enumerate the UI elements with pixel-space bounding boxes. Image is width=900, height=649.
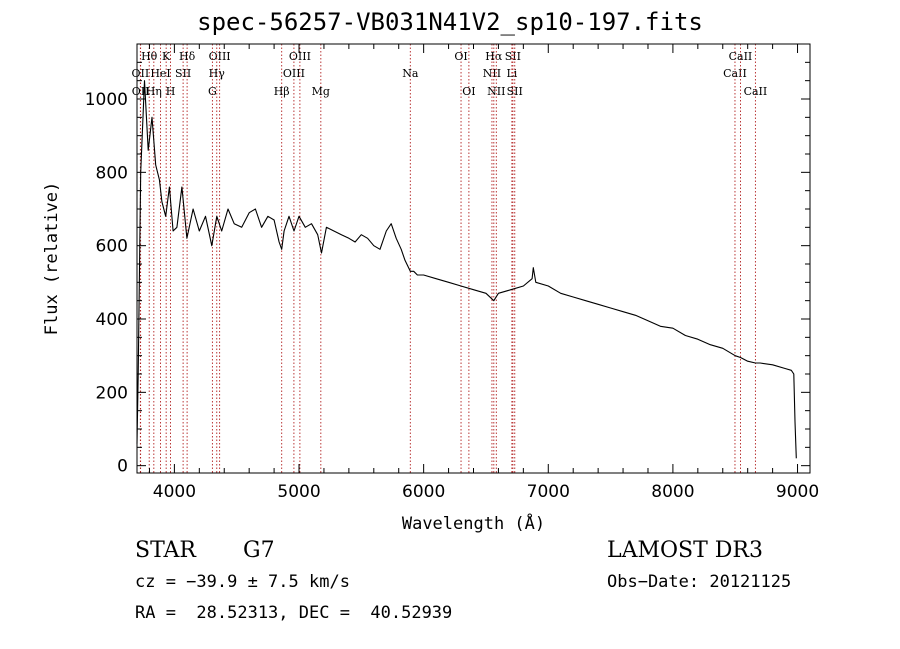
line-label: SII: [507, 85, 523, 98]
x-tick-label: 7000: [527, 482, 570, 502]
line-label: HeI: [150, 67, 170, 80]
line-label: Na: [402, 67, 419, 80]
line-label: K: [162, 50, 171, 63]
redshift-velocity: cz = −39.9 ± 7.5 km/s: [135, 572, 350, 592]
line-label: OI: [454, 50, 467, 63]
object-subclass: G7: [243, 538, 275, 563]
observation-date: Obs−Date: 20121125: [607, 572, 792, 592]
x-tick-label: 4000: [153, 482, 196, 502]
line-label: OIII: [289, 50, 311, 63]
line-label: SII: [505, 50, 521, 63]
line-label: CaII: [729, 50, 753, 63]
y-tick-label: 600: [96, 237, 128, 257]
x-axis-label: Wavelength (Å): [402, 512, 545, 534]
line-label: Hα: [485, 50, 503, 63]
line-label: Hδ: [179, 50, 196, 63]
x-tick-label: 9000: [776, 482, 819, 502]
line-label: H: [166, 85, 176, 98]
line-label: Hθ: [141, 50, 158, 63]
line-label: Mg: [312, 85, 330, 98]
survey-name: LAMOST DR3: [607, 538, 763, 563]
object-class: STAR: [135, 538, 196, 563]
y-tick-label: 0: [117, 457, 128, 477]
line-label: OIII: [209, 50, 231, 63]
y-tick-label: 400: [96, 310, 128, 330]
chart-title: spec-56257-VB031N41V2_sp10-197.fits: [197, 8, 703, 36]
line-label: Hβ: [274, 85, 290, 98]
y-axis-label: Flux (relative): [42, 182, 62, 336]
y-tick-label: 200: [96, 383, 128, 403]
line-label: NII: [483, 67, 501, 80]
line-label: Li: [506, 67, 517, 80]
line-label: OI: [462, 85, 475, 98]
x-tick-label: 6000: [402, 482, 445, 502]
line-label: CaII: [723, 67, 747, 80]
line-label: Hγ: [209, 67, 226, 80]
ra-dec-coordinates: RA = 28.52313, DEC = 40.52939: [135, 603, 453, 623]
line-label: SII: [175, 67, 191, 80]
x-tick-label: 8000: [651, 482, 694, 502]
line-label: CaII: [744, 85, 768, 98]
line-label: G: [208, 85, 217, 98]
plot-frame: [136, 43, 811, 474]
y-tick-label: 1000: [85, 90, 128, 110]
line-label: NII: [487, 85, 505, 98]
spectrum-line: [136, 80, 797, 459]
line-label: Hη: [146, 85, 162, 98]
line-label: OIII: [283, 67, 305, 80]
y-tick-label: 800: [96, 163, 128, 183]
x-tick-label: 5000: [277, 482, 320, 502]
